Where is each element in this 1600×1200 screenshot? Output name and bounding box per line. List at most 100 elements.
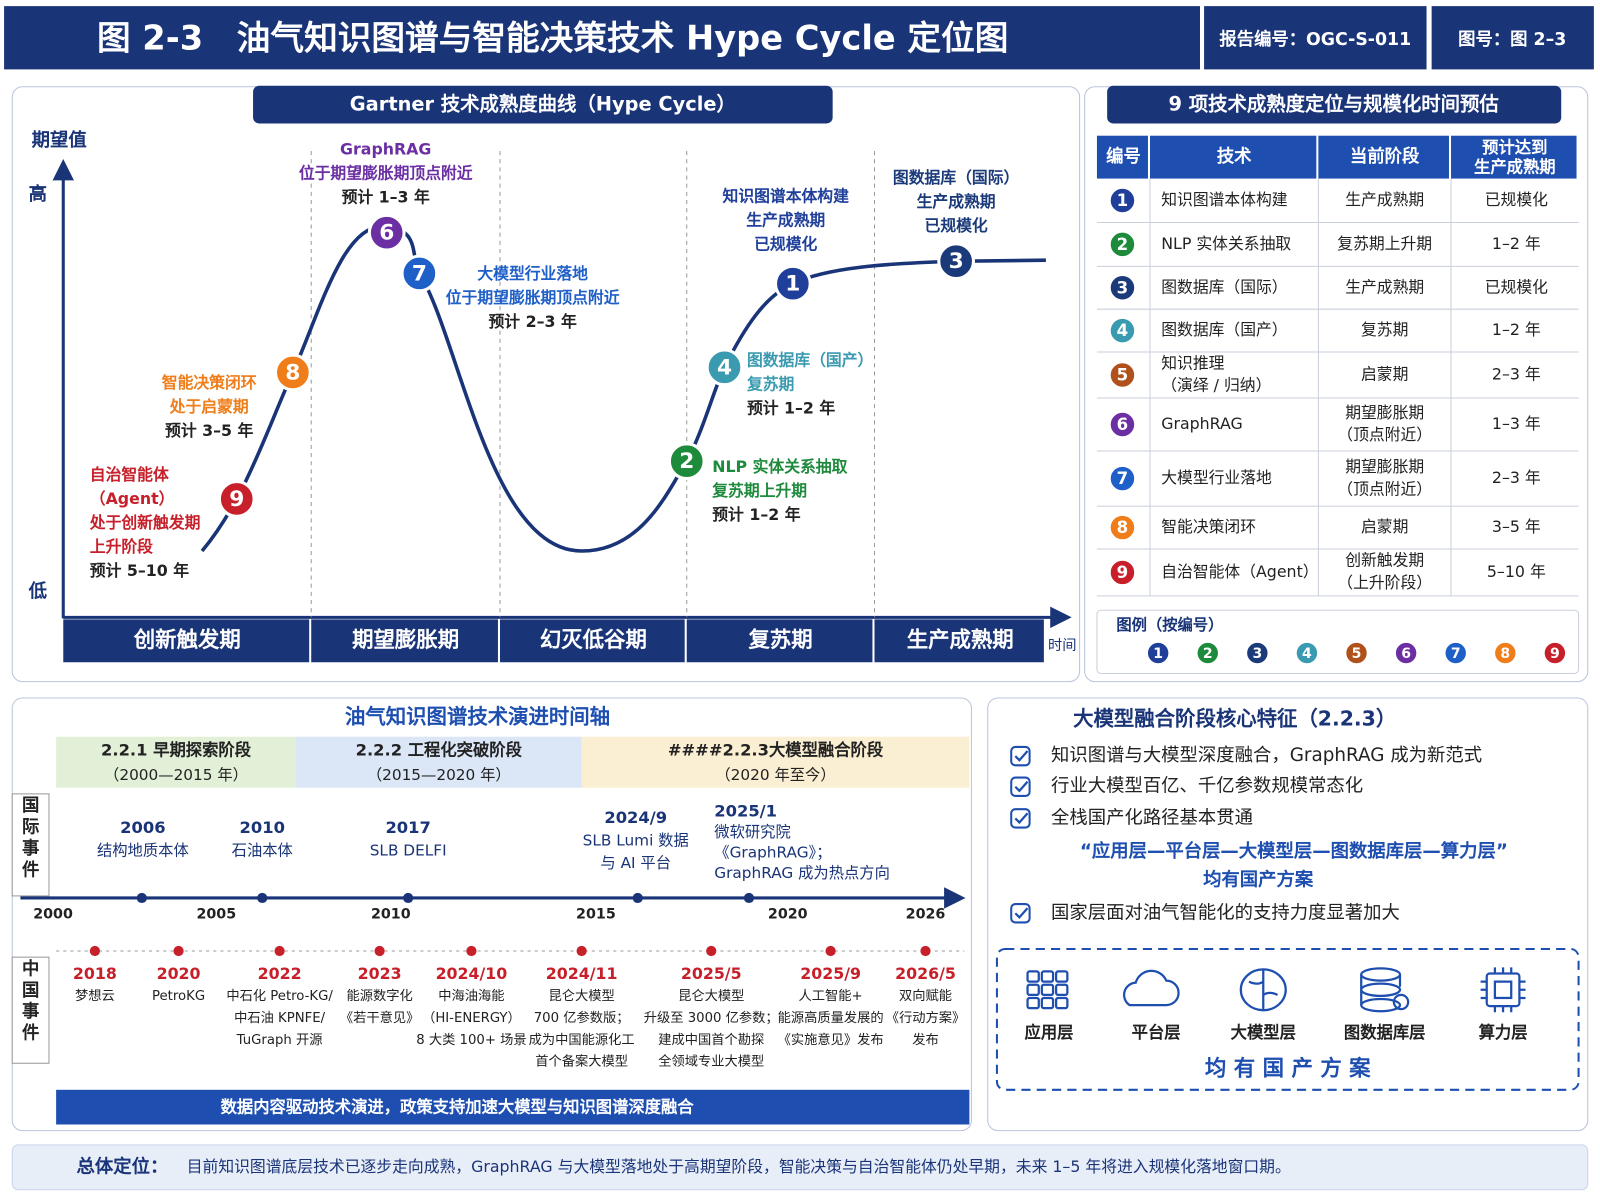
cell-text: 生产成熟期 <box>1345 277 1424 296</box>
event-text: 石油本体 <box>232 842 293 860</box>
number-badge <box>1245 640 1270 666</box>
point-note: 预计 3–5 年 <box>165 421 253 440</box>
phase-cell <box>63 619 310 663</box>
layer-label: 图数据库层 <box>1344 1023 1426 1042</box>
event-text: 2017 <box>385 818 430 837</box>
point-note: 预计 1–3 年 <box>342 187 430 206</box>
cell-text: 期望膨胀期 <box>1345 403 1424 422</box>
badge-number: 8 <box>1117 518 1129 537</box>
event-text: SLB Lumi 数据 <box>583 831 689 849</box>
number-badge <box>217 480 256 518</box>
panel <box>987 697 1589 1132</box>
layer-label: 应用层 <box>1025 1023 1074 1042</box>
point-label: 已规模化 <box>925 216 988 235</box>
cell-text: 图数据库（国际） <box>1161 277 1287 296</box>
point-label: 大模型行业落地 <box>477 264 588 283</box>
number-badge <box>1145 640 1171 666</box>
year-tick: 2026 <box>906 906 946 922</box>
event-text: 2025/1 <box>714 802 777 821</box>
report-number: 报告编号：OGC-S-011 <box>1219 29 1411 50</box>
cell-text: 1–2 年 <box>1492 320 1541 339</box>
event-text: 全领域专业大模型 <box>658 1053 764 1070</box>
badge-number: 4 <box>1302 646 1312 662</box>
table-header: 当前阶段 <box>1350 146 1420 167</box>
badge-number: 3 <box>1252 646 1262 662</box>
event-year: 2025/5 <box>681 964 742 983</box>
event-year: 2025/9 <box>800 964 861 983</box>
event-text: 中石化 Petro-KG/ <box>226 988 333 1004</box>
event-year: 2024/10 <box>436 964 508 983</box>
event-dot <box>274 945 285 957</box>
footer-banner <box>56 1089 970 1125</box>
panel-title-bar <box>253 85 833 124</box>
phase-cell <box>311 619 498 663</box>
hype-curve <box>200 224 1046 553</box>
phase-label: 幻灭低谷期 <box>540 627 647 653</box>
badge-number: 4 <box>717 355 732 380</box>
event-text: 昆仑大模型 <box>678 988 744 1004</box>
layer-icon <box>1360 974 1402 1006</box>
point-label: 处于创新触发期 <box>89 513 201 532</box>
legend-title: 图例（按编号） <box>1116 616 1223 634</box>
layers-caption: 均 有 国 产 方 案 <box>1205 1055 1371 1081</box>
point-label: 处于启蒙期 <box>169 397 249 416</box>
event-text: 建成中国首个勘探 <box>658 1032 764 1048</box>
event-text: 结构地质本体 <box>97 842 189 860</box>
event-text: SLB DELFI <box>370 842 447 860</box>
year-tick: 2010 <box>371 906 411 922</box>
axis-label: 时间 <box>1048 637 1077 654</box>
check-mark <box>1014 812 1029 825</box>
badge-number: 2 <box>1117 235 1129 254</box>
cell-text: 自治智能体（Agent） <box>1161 562 1318 581</box>
side-label: 国际事件 <box>22 796 39 880</box>
number-badge <box>1393 640 1419 666</box>
cell-text: NLP 实体关系抽取 <box>1161 234 1291 253</box>
point-label: 复苏期 <box>746 375 794 394</box>
header-bar <box>4 6 1200 70</box>
number-badge <box>1107 512 1138 543</box>
event-year: 2024/11 <box>546 964 618 983</box>
panel <box>11 697 972 1132</box>
event-text: 升级至 3000 亿参数； <box>644 1009 779 1026</box>
number-badge <box>1107 315 1138 346</box>
cell-text: 5–10 年 <box>1487 562 1546 581</box>
point-label: 知识图谱本体构建 <box>723 186 850 205</box>
panel-title: Gartner 技术成熟度曲线（Hype Cycle） <box>350 93 736 116</box>
phase-label: 期望膨胀期 <box>352 628 459 653</box>
cell-text: （上升阶段） <box>1337 573 1432 592</box>
badge-number: 7 <box>1451 646 1461 662</box>
badge-number: 9 <box>229 487 244 512</box>
cell-text: 2–3 年 <box>1492 365 1541 384</box>
check-icon <box>1010 745 1031 767</box>
event-text: 双向赋能 <box>899 988 952 1004</box>
stage-title: ####2.2.3大模型融合阶段 <box>668 741 884 760</box>
event-text: 《GraphRAG》； <box>714 844 831 862</box>
cell-text: 复苏期上升期 <box>1337 234 1432 253</box>
event-text: TuGraph 开源 <box>236 1032 323 1048</box>
layer-icon <box>1026 983 1040 997</box>
number-badge <box>1344 640 1369 666</box>
table-header-cell <box>1318 135 1449 179</box>
event-text: 中石油 KPNFE/ <box>234 1010 326 1026</box>
phase-label: 复苏期 <box>748 627 813 653</box>
cell-text: 已规模化 <box>1485 277 1548 296</box>
stage-band <box>295 736 582 788</box>
page-title: 图 2-3 油气知识图谱与智能决策技术 Hype Cycle 定位图 <box>97 18 1008 57</box>
event-text: 微软研究院 <box>714 823 791 841</box>
event-text: 中海油海能 <box>438 988 504 1004</box>
event-dot <box>257 892 268 904</box>
point-label: GraphRAG <box>340 140 431 159</box>
cell-text: GraphRAG <box>1161 414 1243 433</box>
cell-text: 大模型行业落地 <box>1161 468 1272 487</box>
year-tick: 2000 <box>33 906 73 922</box>
axis-label: 低 <box>28 580 48 602</box>
badge-number: 3 <box>1117 278 1129 297</box>
phase-label: 生产成熟期 <box>907 627 1014 653</box>
cell-text: 2–3 年 <box>1492 468 1541 487</box>
event-text: 人工智能+ <box>799 988 863 1004</box>
cell-text: 3–5 年 <box>1492 517 1541 536</box>
point-label: 上升阶段 <box>90 537 153 556</box>
layer-icon <box>1026 970 1040 983</box>
badge-number: 5 <box>1352 646 1362 662</box>
point-label: 位于期望膨胀期顶点附近 <box>299 163 473 182</box>
